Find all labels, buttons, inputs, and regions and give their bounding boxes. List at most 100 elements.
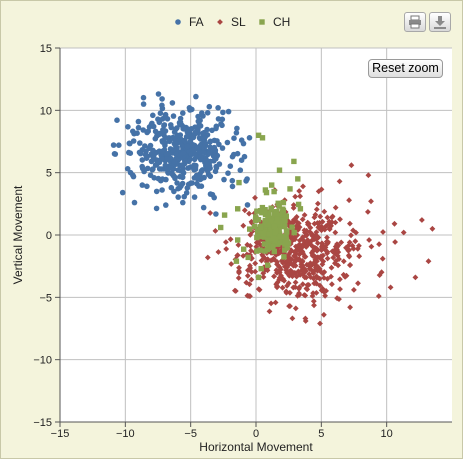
- data-point-fa: [159, 187, 165, 193]
- data-point-ch: [254, 208, 260, 214]
- data-point-fa: [184, 185, 191, 191]
- data-point-ch: [295, 201, 302, 208]
- data-point-ch: [262, 219, 268, 225]
- data-point-fa: [163, 176, 169, 183]
- data-point-sl: [316, 275, 323, 282]
- data-point-ch: [276, 167, 283, 173]
- data-point-ch: [291, 229, 297, 236]
- data-point-sl: [312, 267, 318, 274]
- reset-zoom-button[interactable]: Reset zoom: [368, 59, 443, 78]
- data-point-ch: [257, 247, 263, 253]
- data-point-sl: [273, 267, 280, 274]
- data-point-sl: [400, 229, 407, 236]
- data-point-fa: [163, 151, 170, 157]
- data-point-fa: [227, 163, 234, 169]
- data-point-fa: [179, 143, 186, 149]
- data-point-sl: [313, 280, 320, 287]
- data-point-sl: [335, 262, 341, 269]
- data-point-fa: [127, 169, 134, 176]
- data-point-sl: [247, 265, 254, 271]
- data-point-fa: [139, 163, 145, 170]
- data-point-fa: [215, 116, 222, 122]
- data-point-sl: [379, 255, 386, 262]
- data-point-ch: [265, 213, 272, 219]
- data-point-sl: [256, 286, 263, 293]
- data-point-sl: [235, 242, 242, 248]
- data-point-fa: [234, 125, 240, 132]
- data-point-sl: [332, 204, 339, 211]
- data-point-sl: [321, 288, 327, 295]
- export-button[interactable]: [429, 12, 451, 32]
- data-point-ch: [258, 266, 264, 272]
- data-point-fa: [200, 204, 207, 211]
- data-point-ch: [295, 176, 301, 182]
- data-point-fa: [134, 130, 140, 136]
- legend-item-ch[interactable]: CH: [259, 15, 290, 29]
- data-point-ch: [287, 186, 293, 192]
- legend-item-sl[interactable]: SL: [217, 15, 246, 29]
- data-point-sl: [284, 262, 291, 268]
- data-point-sl: [227, 236, 234, 243]
- data-point-sl: [326, 218, 333, 225]
- data-point-fa: [158, 166, 165, 172]
- data-point-sl: [207, 210, 214, 216]
- data-point-sl: [274, 283, 280, 289]
- data-point-sl: [266, 308, 273, 315]
- data-point-sl: [236, 269, 242, 276]
- data-point-sl: [223, 239, 229, 245]
- data-point-fa: [191, 156, 198, 163]
- x-tick-label: 10: [381, 428, 393, 440]
- data-point-ch: [241, 246, 247, 252]
- data-point-sl: [215, 249, 222, 255]
- data-point-ch: [273, 228, 279, 234]
- print-button[interactable]: [404, 12, 426, 32]
- data-point-sl: [317, 320, 323, 327]
- data-point-fa: [204, 110, 211, 116]
- data-point-fa: [179, 174, 186, 181]
- axes: −15 −10 −5 0 5 10 −15 −10 −5 0 5 10 15: [33, 43, 452, 440]
- data-point-sl: [292, 193, 299, 200]
- data-point-sl: [297, 193, 303, 200]
- data-point-sl: [274, 261, 280, 268]
- data-point-fa: [158, 177, 164, 184]
- data-point-sl: [271, 273, 277, 280]
- data-point-ch: [280, 207, 287, 214]
- data-point-fa: [168, 122, 174, 128]
- data-point-fa: [155, 91, 162, 97]
- x-tick-label: −10: [116, 428, 135, 440]
- data-point-sl: [292, 305, 299, 312]
- data-point-sl: [235, 275, 242, 281]
- data-point-sl: [356, 253, 363, 260]
- data-point-sl: [340, 258, 347, 265]
- data-point-sl: [241, 207, 248, 214]
- legend-item-fa[interactable]: FA: [175, 15, 204, 29]
- y-tick-label: −15: [33, 417, 52, 429]
- data-point-fa: [221, 176, 227, 183]
- data-point-sl: [281, 250, 287, 257]
- data-point-sl: [347, 262, 353, 268]
- data-point-fa: [139, 157, 146, 163]
- data-point-fa: [177, 121, 183, 128]
- data-point-sl: [304, 241, 311, 248]
- data-point-fa: [150, 147, 156, 154]
- data-point-fa: [159, 96, 165, 102]
- data-point-sl: [296, 251, 303, 258]
- data-point-ch: [255, 217, 262, 223]
- data-point-sl: [299, 281, 306, 288]
- data-point-fa: [191, 147, 197, 154]
- data-point-fa: [240, 140, 247, 147]
- data-point-ch: [275, 241, 281, 247]
- data-point-sl: [296, 292, 303, 298]
- data-point-sl: [295, 256, 302, 263]
- data-point-fa: [199, 110, 205, 116]
- series-fa: [110, 91, 253, 217]
- data-point-fa: [153, 188, 160, 195]
- data-point-ch: [269, 182, 275, 188]
- data-point-sl: [412, 274, 419, 281]
- data-point-sl: [306, 271, 313, 277]
- data-point-sl: [319, 218, 326, 225]
- data-point-sl: [311, 236, 317, 243]
- data-point-fa: [116, 142, 122, 148]
- data-point-fa: [174, 180, 180, 186]
- data-point-sl: [268, 300, 274, 307]
